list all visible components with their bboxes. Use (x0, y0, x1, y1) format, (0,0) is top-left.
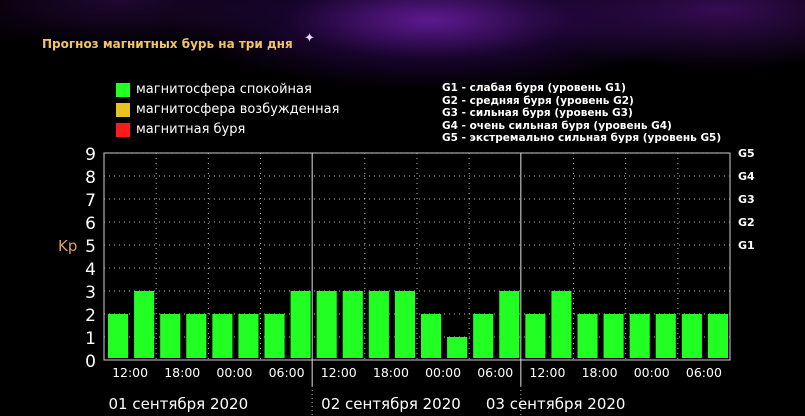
x-tick-label: 18:00 (373, 365, 409, 380)
bar (186, 314, 207, 358)
x-tick-label: 18:00 (164, 365, 200, 380)
sparkle-icon: ✦ (304, 31, 315, 46)
legend-label-quiet: магнитосфера спокойная (136, 82, 312, 97)
x-tick-label: 18:00 (582, 365, 618, 380)
storm-level-list: G1 - слабая буря (уровень G1) G2 - средн… (442, 82, 721, 145)
bar (447, 337, 468, 358)
bar (394, 291, 415, 358)
legend-label-storm: магнитная буря (136, 122, 246, 137)
bar (629, 314, 650, 358)
bar (603, 314, 624, 358)
storm-level-g1: G1 - слабая буря (уровень G1) (442, 82, 626, 94)
y-tick-label: 3 (85, 283, 96, 303)
x-tick-label: 12:00 (529, 365, 565, 380)
bar (551, 291, 572, 358)
bar (681, 314, 702, 358)
g-tick-label: G2 (738, 216, 755, 229)
bar (525, 314, 546, 358)
day-label: 03 сентября 2020 (486, 395, 626, 413)
page-title: Прогноз магнитных бурь на три дня (42, 37, 293, 51)
y-tick-label: 9 (85, 145, 96, 165)
g-tick-label: G5 (738, 147, 755, 160)
bar (316, 291, 337, 358)
bar (655, 314, 676, 358)
y-tick-label: 1 (85, 329, 96, 349)
bar (577, 314, 598, 358)
bar (342, 291, 363, 358)
y-tick-label: 4 (85, 260, 96, 280)
x-tick-label: 06:00 (686, 365, 722, 380)
bar (368, 291, 389, 358)
y-tick-label: 5 (85, 237, 96, 257)
y-tick-label: 6 (85, 214, 96, 234)
y-tick-label: 2 (85, 306, 96, 326)
bar (134, 291, 155, 358)
bar (238, 314, 259, 358)
legend-swatch-quiet (116, 83, 130, 97)
y-tick-label: 0 (85, 352, 96, 372)
x-tick-label: 00:00 (425, 365, 461, 380)
storm-level-g4: G4 - очень сильная буря (уровень G4) (442, 119, 672, 132)
x-tick-label: 12:00 (321, 365, 357, 380)
y-tick-label: 8 (85, 168, 96, 188)
y-axis-label: Kp (58, 237, 78, 255)
g-tick-label: G1 (738, 239, 755, 252)
y-tick-label: 7 (85, 191, 96, 211)
x-tick-label: 06:00 (269, 365, 305, 380)
bar (212, 314, 233, 358)
legend-swatch-storm (116, 123, 130, 137)
x-tick-label: 00:00 (634, 365, 670, 380)
bar (264, 314, 285, 358)
bar (421, 314, 442, 358)
bar (473, 314, 494, 358)
day-label: 01 сентября 2020 (109, 395, 249, 413)
day-label: 02 сентября 2020 (321, 395, 461, 413)
legend-swatch-excited (116, 103, 130, 117)
x-tick-label: 00:00 (216, 365, 252, 380)
bar (108, 314, 129, 358)
x-tick-label: 12:00 (112, 365, 148, 380)
g-tick-label: G4 (738, 170, 755, 183)
storm-level-g5: G5 - экстремально сильная буря (уровень … (442, 132, 722, 145)
bar (499, 291, 520, 358)
g-tick-label: G3 (738, 193, 755, 206)
bar (707, 314, 728, 358)
storm-level-g2: G2 - средняя буря (уровень G2) (442, 94, 634, 107)
bar (290, 291, 311, 358)
x-tick-label: 06:00 (477, 365, 513, 380)
background-glow (0, 0, 805, 130)
legend-label-excited: магнитосфера возбужденная (136, 102, 340, 117)
storm-level-g3: G3 - сильная буря (уровень G3) (442, 107, 633, 120)
bar (160, 314, 181, 358)
